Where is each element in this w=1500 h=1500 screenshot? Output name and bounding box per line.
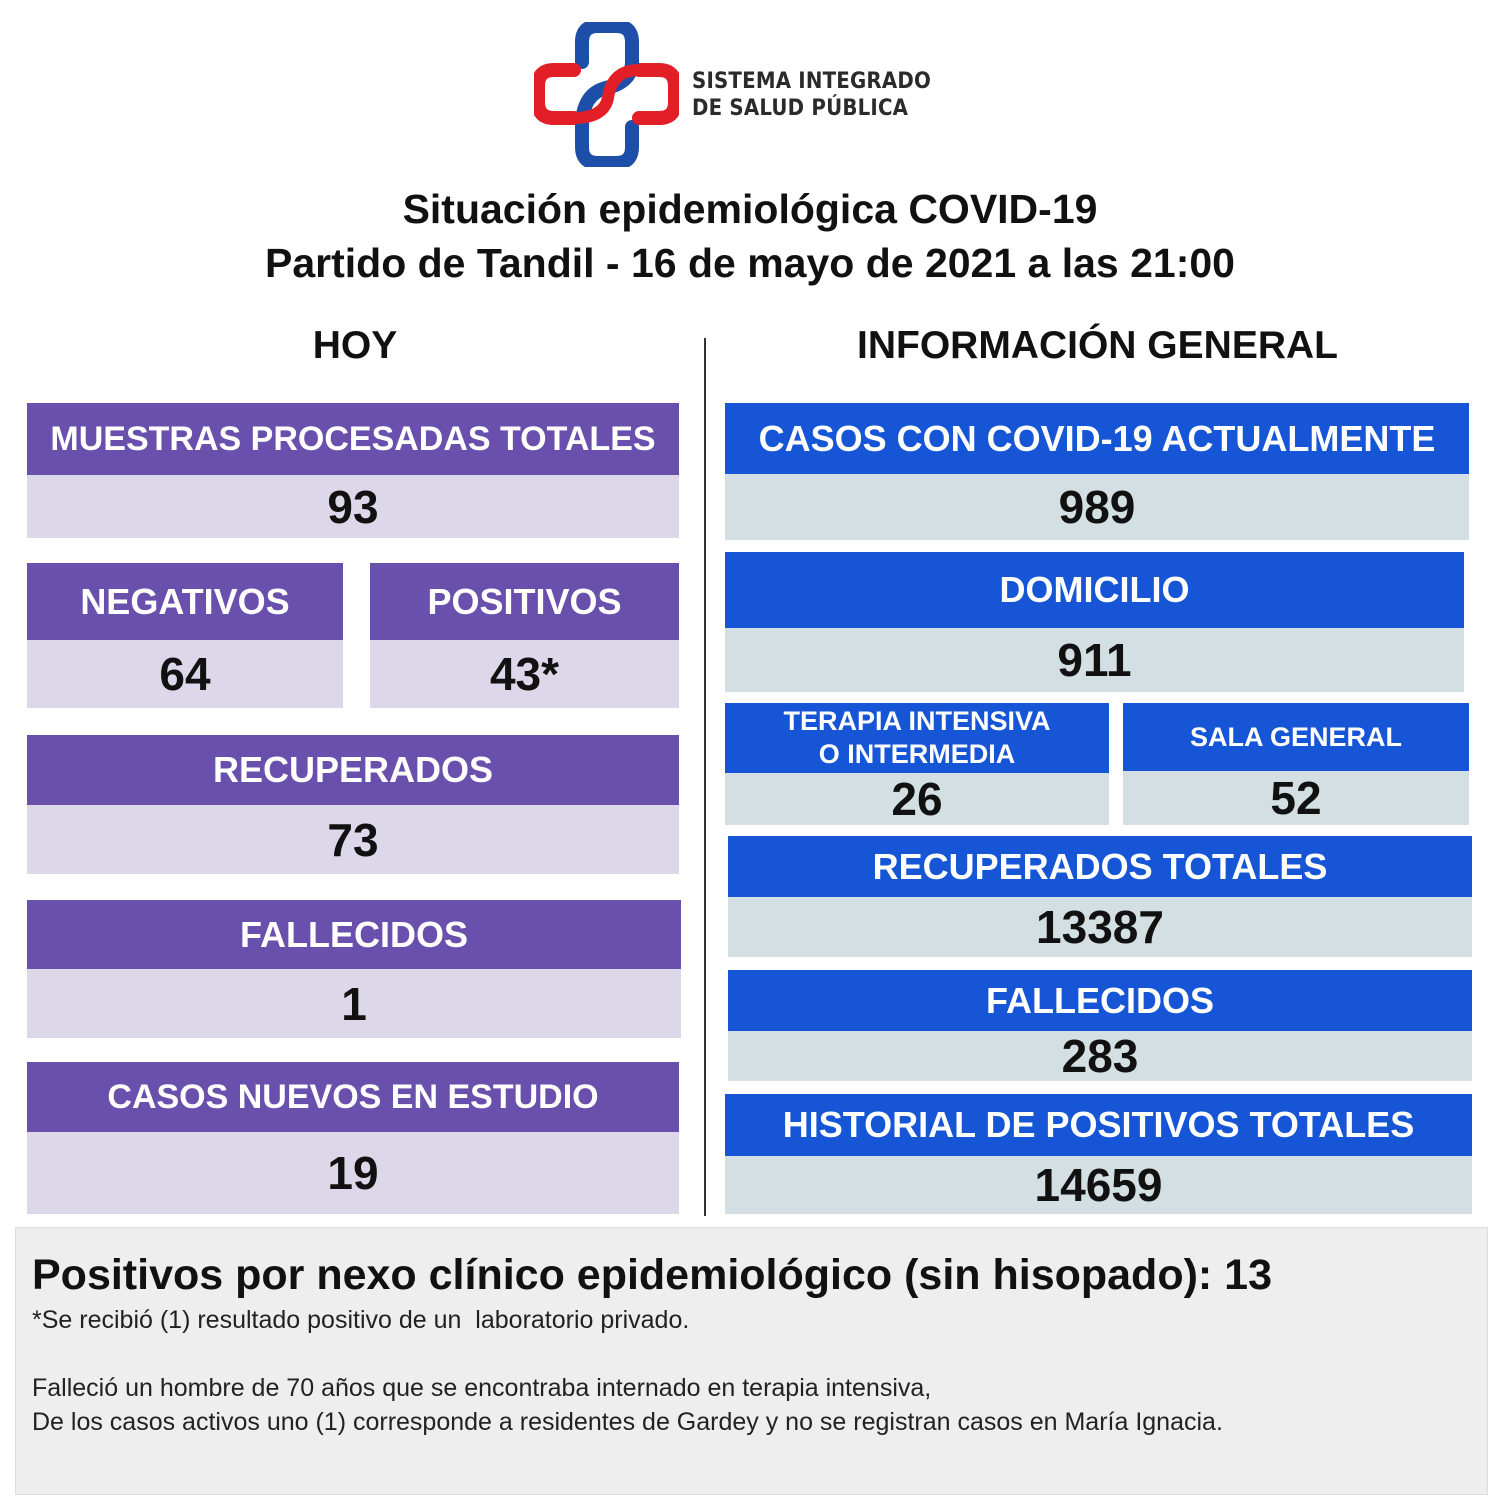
card-fallecidos-hoy-label: FALLECIDOS (27, 900, 681, 969)
card-recuperados-value: 73 (27, 805, 679, 874)
footer-line-2: De los casos activos uno (1) corresponde… (32, 1408, 1223, 1436)
card-fallecidos-hoy: FALLECIDOS 1 (27, 900, 681, 1038)
card-negativos-label: NEGATIVOS (27, 563, 343, 640)
card-historial-positivos-label: HISTORIAL DE POSITIVOS TOTALES (725, 1094, 1472, 1156)
logo-line-2: DE SALUD PÚBLICA (692, 96, 909, 121)
card-historial-positivos: HISTORIAL DE POSITIVOS TOTALES 14659 (725, 1094, 1472, 1214)
card-positivos-value: 43* (370, 640, 679, 708)
health-system-logo (534, 22, 679, 167)
card-sala-general-value: 52 (1123, 771, 1469, 825)
footer-nexo-clinico: Positivos por nexo clínico epidemiológic… (32, 1251, 1273, 1299)
footer-line-1: Falleció un hombre de 70 años que se enc… (32, 1374, 932, 1402)
card-recuperados-totales-value: 13387 (728, 897, 1472, 957)
card-domicilio: DOMICILIO 911 (725, 552, 1464, 692)
card-recuperados-label: RECUPERADOS (27, 735, 679, 805)
card-fallecidos-totales: FALLECIDOS 283 (728, 970, 1472, 1082)
report-subtitle: Partido de Tandil - 16 de mayo de 2021 a… (265, 240, 1235, 286)
card-fallecidos-totales-label: FALLECIDOS (728, 970, 1472, 1031)
card-terapia-label: TERAPIA INTENSIVA O INTERMEDIA (725, 703, 1109, 773)
card-casos-nuevos-label: CASOS NUEVOS EN ESTUDIO (27, 1062, 679, 1132)
card-terapia-label-line2: O INTERMEDIA (818, 739, 1016, 769)
card-fallecidos-hoy-value: 1 (27, 969, 681, 1038)
card-muestras-value: 93 (27, 475, 679, 538)
card-muestras: MUESTRAS PROCESADAS TOTALES 93 (27, 403, 679, 538)
card-domicilio-value: 911 (725, 628, 1464, 692)
card-negativos-value: 64 (27, 640, 343, 708)
logo-line-1: SISTEMA INTEGRADO (692, 69, 931, 94)
section-heading-hoy: HOY (312, 324, 398, 367)
report-title: Situación epidemiológica COVID-19 (402, 186, 1098, 232)
card-casos-nuevos: CASOS NUEVOS EN ESTUDIO 19 (27, 1062, 679, 1214)
section-heading-general: INFORMACIÓN GENERAL (857, 324, 1338, 367)
card-recuperados-totales-label: RECUPERADOS TOTALES (728, 836, 1472, 897)
card-positivos-label: POSITIVOS (370, 563, 679, 640)
card-historial-positivos-value: 14659 (725, 1156, 1472, 1214)
footer-panel (15, 1227, 1488, 1495)
card-terapia-value: 26 (725, 773, 1109, 825)
card-recuperados: RECUPERADOS 73 (27, 735, 679, 874)
card-recuperados-totales: RECUPERADOS TOTALES 13387 (728, 836, 1472, 957)
card-sala-general: SALA GENERAL 52 (1123, 703, 1469, 825)
card-negativos: NEGATIVOS 64 (27, 563, 343, 708)
card-casos-actuales: CASOS CON COVID-19 ACTUALMENTE 989 (725, 403, 1469, 540)
card-casos-nuevos-value: 19 (27, 1132, 679, 1214)
card-terapia: TERAPIA INTENSIVA O INTERMEDIA 26 (725, 703, 1109, 825)
card-positivos: POSITIVOS 43* (370, 563, 679, 708)
card-terapia-label-line1: TERAPIA INTENSIVA (783, 706, 1051, 736)
card-domicilio-label: DOMICILIO (725, 552, 1464, 628)
card-muestras-label: MUESTRAS PROCESADAS TOTALES (27, 403, 679, 475)
column-divider (704, 338, 706, 1216)
card-casos-actuales-value: 989 (725, 474, 1469, 540)
card-sala-general-label: SALA GENERAL (1123, 703, 1469, 771)
card-casos-actuales-label: CASOS CON COVID-19 ACTUALMENTE (725, 403, 1469, 474)
footer-note: *Se recibió (1) resultado positivo de un… (32, 1306, 690, 1334)
logo-wordmark: SISTEMA INTEGRADO DE SALUD PÚBLICA (692, 68, 931, 122)
card-fallecidos-totales-value: 283 (728, 1030, 1472, 1082)
